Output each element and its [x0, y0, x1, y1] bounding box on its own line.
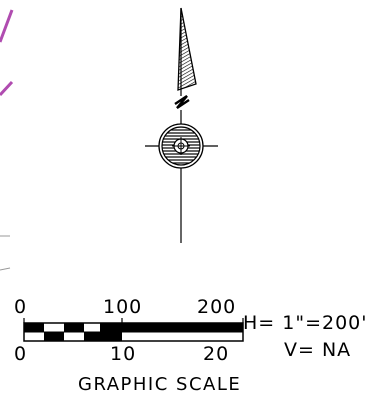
horizontal-scale-note: H= 1"=200' [243, 312, 368, 334]
scale-seg-bottom-1 [44, 332, 64, 341]
scale-bottom-label-20: 20 [203, 343, 230, 365]
scale-seg-top-1 [24, 323, 44, 332]
scale-seg-top-2 [64, 323, 84, 332]
scale-seg-bottom-2 [84, 332, 122, 341]
boundary-line-upper [0, 9, 14, 43]
scale-bottom-label-0: 0 [14, 343, 28, 365]
scale-bar [23, 318, 244, 342]
scale-seg-top-3 [100, 323, 243, 332]
north-arrow [145, 7, 218, 243]
boundary-line-lower [0, 80, 14, 97]
scale-top-label-200: 200 [197, 296, 237, 318]
north-arrow-n-glyph [174, 95, 190, 109]
scale-top-label-100: 100 [103, 296, 143, 318]
vertical-scale-note: V= NA [284, 339, 352, 361]
left-edge-marks [0, 9, 14, 271]
scale-top-label-0: 0 [14, 296, 28, 318]
scale-bottom-label-10: 10 [110, 343, 137, 365]
north-arrow-blade [177, 7, 197, 91]
edge-tick-2 [0, 267, 11, 271]
graphic-scale-title: GRAPHIC SCALE [78, 374, 242, 395]
